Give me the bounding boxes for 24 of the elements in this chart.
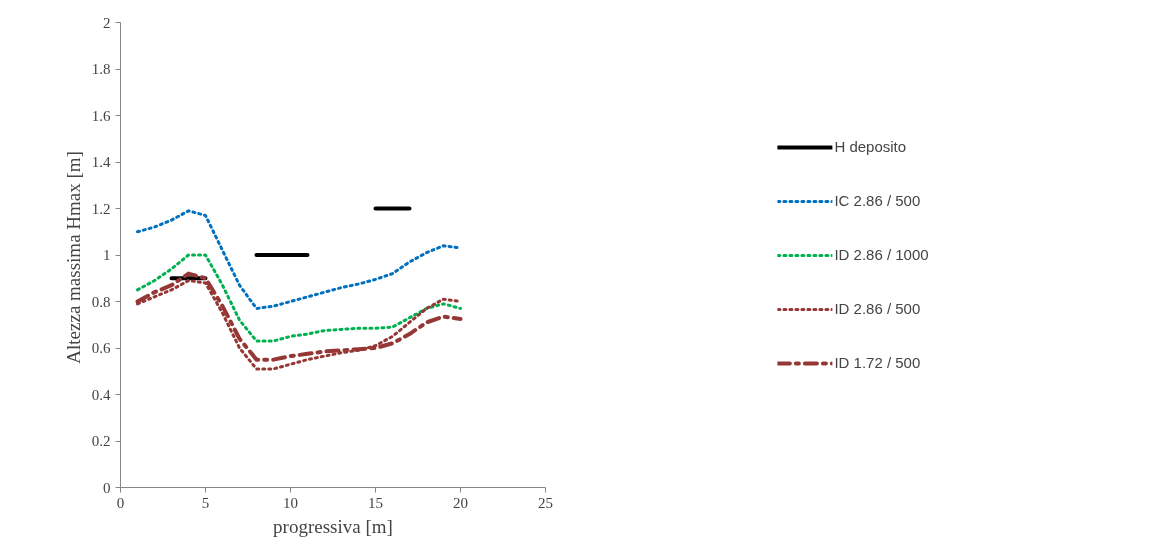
x-tick-label: 10 <box>283 494 298 511</box>
y-tick-label: 0.4 <box>91 386 111 403</box>
x-tick-label: 0 <box>116 494 125 511</box>
y-tick-label: 2 <box>103 14 111 31</box>
y-tick-label: 0.8 <box>91 293 111 310</box>
legend-label: ID 1.72 / 500 <box>834 354 921 371</box>
y-tick-label: 0 <box>103 479 111 496</box>
x-tick-label: 20 <box>453 494 468 511</box>
x-tick-label: 15 <box>368 494 383 511</box>
legend-label: ID 2.86 / 1000 <box>834 246 929 263</box>
legend-label: H deposito <box>834 138 907 155</box>
y-tick-label: 0.2 <box>91 433 111 449</box>
y-tick-label: 0.6 <box>91 340 111 356</box>
y-tick-label: 1.4 <box>91 154 111 170</box>
y-axis-title: Altezza massima Hmax [m] <box>62 151 84 364</box>
x-axis-title: progressiva [m] <box>273 515 393 537</box>
y-tick-label: 1.6 <box>91 107 111 124</box>
y-tick-label: 1.8 <box>91 61 111 77</box>
y-tick-label: 1.2 <box>91 200 111 217</box>
legend-label: ID 2.86 / 500 <box>834 300 921 317</box>
y-tick-label: 1 <box>103 247 111 263</box>
x-tick-label: 5 <box>201 494 210 511</box>
legend-label: IC 2.86 / 500 <box>834 192 921 209</box>
x-tick-label: 25 <box>538 494 553 511</box>
